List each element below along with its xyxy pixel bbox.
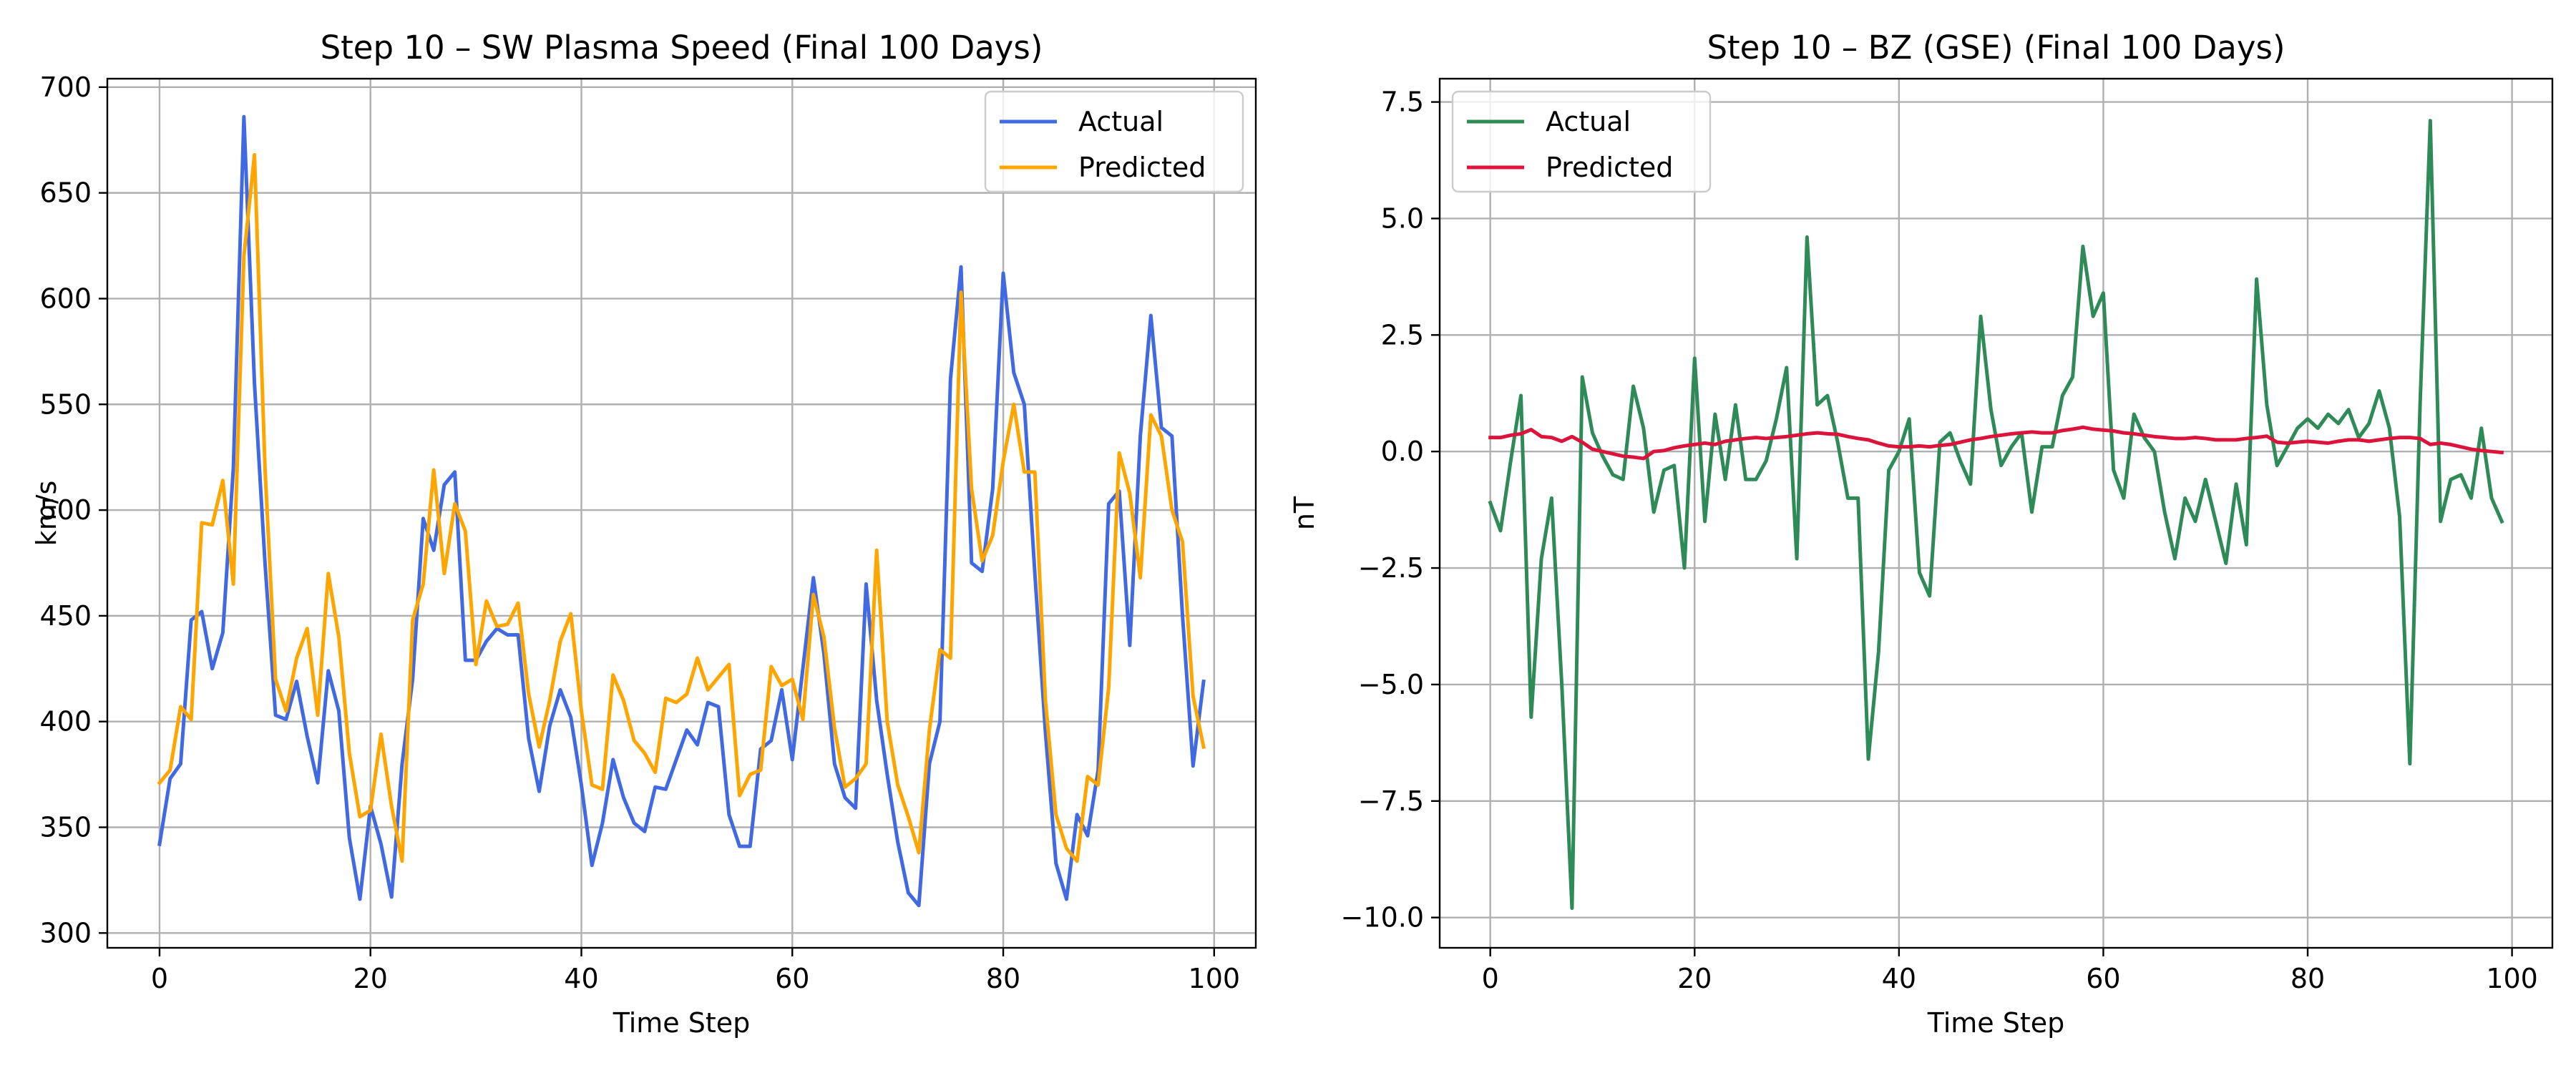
- x-tick-label: 60: [2086, 963, 2120, 994]
- x-tick-label: 60: [775, 963, 809, 994]
- x-tick-label: 80: [2290, 963, 2325, 994]
- x-tick-label: 40: [564, 963, 598, 994]
- chart-2: 0 20 40 60 80 100 −10.0 −7.5 −5.0 −2.5 0.0 2.5 5.0 7.…: [1289, 29, 2554, 1039]
- plot-frame: [1438, 77, 2554, 949]
- y-axis-label: nT: [1289, 496, 1320, 530]
- grid: [107, 79, 1256, 948]
- x-tick-label: 80: [986, 963, 1020, 994]
- x-tick-label: 20: [1677, 963, 1712, 994]
- chart-title: Step 10 – BZ (GSE) (Final 100 Days): [1707, 29, 2285, 67]
- x-tick-label: 100: [2486, 963, 2538, 994]
- x-tick-label: 0: [1482, 963, 1499, 994]
- series-line-predicted: [1488, 425, 2504, 461]
- y-tick-label: −2.5: [1358, 552, 1424, 584]
- y-tick-label: 350: [39, 811, 92, 843]
- x-tick-label: 0: [151, 963, 168, 994]
- y-tick-label: 600: [39, 283, 92, 314]
- y-tick-label: 400: [39, 706, 92, 738]
- legend-label-actual: Actual: [1546, 106, 1631, 137]
- legend-label-predicted: Predicted: [1078, 152, 1206, 183]
- x-axis-label: Time Step: [1927, 1007, 2065, 1039]
- y-tick-label: 5.0: [1381, 202, 1424, 234]
- series-line-actual: [157, 114, 1206, 908]
- y-tick-label: 0.0: [1381, 436, 1424, 467]
- x-tick-label: 20: [353, 963, 388, 994]
- x-tick-label: 40: [1882, 963, 1916, 994]
- legend: Actual Predicted: [984, 90, 1244, 193]
- y-tick-label: 2.5: [1381, 319, 1424, 351]
- y-tick-label: 7.5: [1381, 87, 1424, 118]
- y-tick-label: 550: [39, 388, 92, 420]
- y-tick-label: −10.0: [1341, 902, 1424, 934]
- grid: [1440, 79, 2552, 948]
- y-axis-label: km/s: [31, 481, 62, 547]
- y-tick-label: 300: [39, 917, 92, 949]
- chart-title: Step 10 – SW Plasma Speed (Final 100 Day…: [321, 29, 1043, 67]
- y-tick-label: 650: [39, 177, 92, 209]
- series-group: [157, 114, 1206, 908]
- x-axis-label: Time Step: [613, 1007, 751, 1039]
- legend-label-actual: Actual: [1078, 106, 1163, 137]
- series-line-actual: [1488, 119, 2504, 911]
- x-tick-label: 100: [1189, 963, 1241, 994]
- chart-1: 0 20 40 60 80 100 300 350 400 450 500 550 600 650 700 S…: [31, 29, 1257, 1039]
- plot-frame: [106, 77, 1257, 949]
- y-tick-label: −7.5: [1358, 785, 1424, 817]
- y-tick-label: −5.0: [1358, 669, 1424, 700]
- y-tick-label: 450: [39, 600, 92, 632]
- legend: Actual Predicted: [1451, 90, 1712, 193]
- y-tick-label: 500: [39, 494, 92, 526]
- legend-label-predicted: Predicted: [1546, 152, 1673, 183]
- y-tick-label: 700: [39, 72, 92, 103]
- series-group: [1488, 119, 2504, 911]
- series-line-predicted: [157, 152, 1206, 863]
